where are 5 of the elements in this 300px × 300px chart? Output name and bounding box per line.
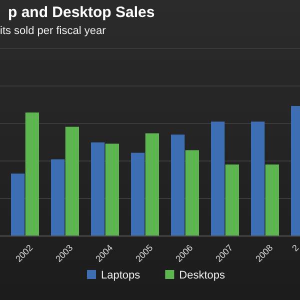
chart-title: p and Desktop Sales [8, 4, 155, 21]
x-tick-label: 2 [290, 242, 300, 254]
chart-subtitle: its sold per fiscal year [0, 25, 106, 37]
legend-label: Desktops [179, 270, 226, 282]
legend-label: Laptops [101, 270, 141, 282]
